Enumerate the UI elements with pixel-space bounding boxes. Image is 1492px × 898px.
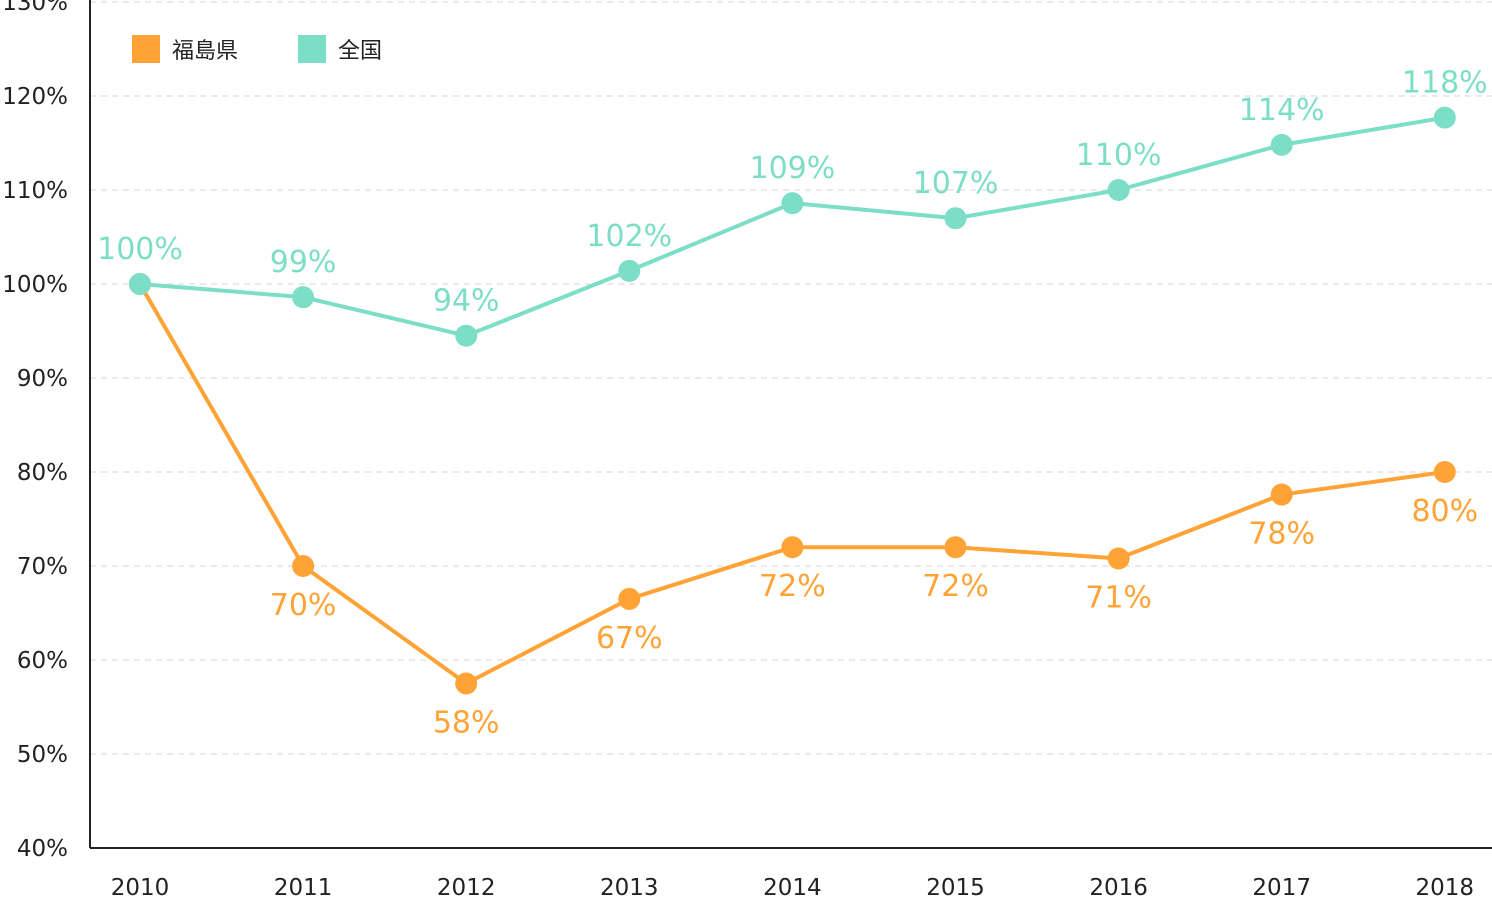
data-point [1433,106,1456,129]
y-tick-label: 110% [2,178,68,204]
y-tick-label: 80% [17,460,68,486]
x-tick-label: 2018 [1416,875,1475,898]
data-point [1107,179,1130,201]
legend-label-fukushima: 福島県 [172,39,238,64]
data-label: 70% [270,588,337,623]
legend: 福島県 全国 [132,35,382,64]
axes [89,0,1492,849]
data-label: 99% [270,245,337,280]
y-tick-label: 60% [17,648,68,674]
x-tick-label: 2015 [926,875,985,898]
data-point [781,192,804,215]
x-tick-label: 2012 [437,875,496,898]
x-tick-label: 2011 [274,875,333,898]
x-tick-labels: 2010 2011 2012 2013 2014 2015 2016 2017 2018 [111,875,1474,898]
data-point [1433,461,1456,483]
data-label: 109% [750,151,836,186]
data-label: 67% [596,621,663,656]
data-point [1270,483,1293,506]
series-layer: 70% 58% 67% 72% 72% 71% 78% 80% 100% 99% 94% 102% 10… [97,66,1488,741]
x-tick-label: 2014 [763,875,822,898]
data-label: 72% [922,569,989,604]
y-tick-label: 50% [17,742,68,768]
data-point [129,273,151,295]
y-tick-label: 70% [17,554,68,580]
y-tick-labels: 40% 50% 60% 70% 80% 90% 100% 110% 120% 130% [2,0,68,862]
data-point [1107,547,1130,570]
legend-swatch-national [298,35,326,63]
legend-swatch-fukushima [132,35,160,63]
y-tick-label: 90% [17,366,68,392]
data-label: 58% [433,706,500,741]
series-line [138,282,1446,686]
data-point [455,324,478,347]
grid-lines [90,1,1492,755]
data-point [944,207,967,230]
data-point [618,259,641,282]
data-label: 118% [1402,66,1488,101]
data-point [1270,133,1293,156]
data-point [618,587,641,610]
data-label: 100% [97,232,183,267]
data-point [944,536,967,559]
data-label: 94% [433,284,500,319]
data-label: 114% [1239,93,1325,128]
data-label: 72% [759,569,826,604]
data-label: 71% [1085,580,1152,615]
data-label: 107% [913,166,999,201]
x-tick-label: 2013 [600,875,659,898]
data-point [781,536,804,559]
y-tick-label: 130% [2,0,68,16]
data-point [292,555,315,577]
data-point [455,672,478,695]
y-tick-label: 120% [2,84,68,110]
legend-label-national: 全国 [338,39,382,64]
data-point [292,286,315,309]
y-tick-label: 100% [2,272,68,298]
data-label: 80% [1411,494,1478,529]
data-label: 102% [586,219,672,254]
data-label: 110% [1076,138,1162,173]
x-tick-label: 2016 [1089,875,1148,898]
x-tick-label: 2017 [1252,875,1311,898]
data-label: 78% [1248,517,1315,552]
x-tick-label: 2010 [111,875,170,898]
y-tick-label: 40% [17,836,68,862]
